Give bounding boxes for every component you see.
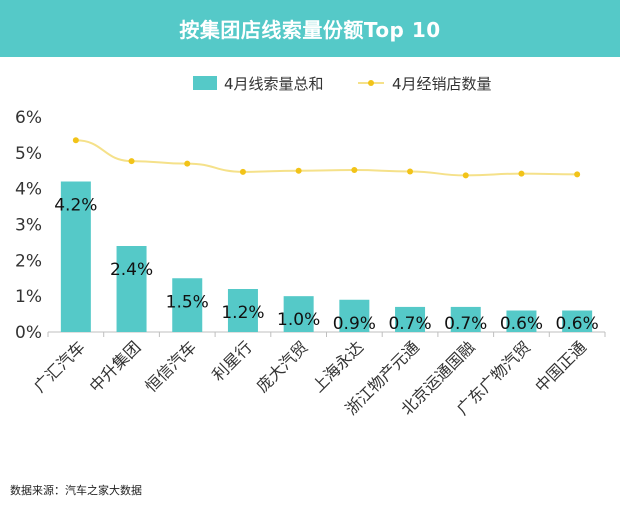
line-marker bbox=[462, 172, 469, 179]
bar-data-label: 0.6% bbox=[500, 314, 543, 334]
legend-line-label: 4月经销店数量 bbox=[392, 75, 492, 93]
x-category-label: 中国正通 bbox=[531, 337, 590, 396]
bar bbox=[339, 299, 370, 332]
x-category-label: 恒信汽车 bbox=[141, 337, 200, 396]
line-marker bbox=[128, 158, 135, 165]
data-source: 数据来源：汽车之家大数据 bbox=[10, 484, 142, 497]
y-tick-label: 0% bbox=[15, 323, 42, 343]
bar bbox=[395, 306, 426, 332]
line-marker bbox=[72, 137, 79, 144]
bar bbox=[283, 296, 314, 332]
bar-data-label: 0.9% bbox=[333, 314, 376, 334]
bar-data-label: 1.5% bbox=[166, 292, 209, 312]
bar-data-label: 0.7% bbox=[388, 314, 431, 334]
bar-data-label: 1.0% bbox=[277, 310, 320, 330]
line-marker bbox=[407, 168, 414, 175]
bar-data-label: 0.7% bbox=[444, 314, 487, 334]
y-tick-label: 1% bbox=[15, 287, 42, 307]
bar bbox=[450, 306, 481, 332]
line-series bbox=[75, 139, 578, 177]
x-category-label: 中升集团 bbox=[86, 337, 145, 396]
bar bbox=[172, 278, 203, 332]
y-tick-label: 5% bbox=[15, 144, 42, 164]
line-marker bbox=[351, 167, 358, 174]
x-category-label: 广汇汽车 bbox=[30, 337, 89, 396]
bar-data-label: 2.4% bbox=[110, 260, 153, 280]
bar bbox=[506, 310, 537, 332]
line-marker bbox=[239, 168, 246, 175]
chart-area: 4月线索量总和 4月经销店数量 0% 1% 2% 3% 4% 5% 6% 4.2% 2.4% 1.5%… bbox=[15, 75, 606, 419]
y-tick-label: 6% bbox=[15, 108, 42, 128]
y-tick-label: 4% bbox=[15, 180, 42, 200]
legend-bar-label: 4月线索量总和 bbox=[224, 75, 324, 93]
line-marker bbox=[574, 171, 581, 178]
bar bbox=[562, 310, 593, 332]
bar bbox=[227, 289, 258, 332]
bar bbox=[60, 181, 91, 332]
legend-line-marker bbox=[368, 80, 374, 86]
title-bar: 按集团店线索量份额Top 10 bbox=[0, 0, 620, 57]
x-category-label: 利星行 bbox=[208, 337, 255, 384]
bar-data-label: 1.2% bbox=[221, 303, 264, 323]
line-marker bbox=[184, 160, 191, 167]
line-marker bbox=[295, 167, 302, 174]
y-tick-label: 2% bbox=[15, 251, 42, 271]
y-tick-label: 3% bbox=[15, 216, 42, 236]
line-marker bbox=[518, 170, 525, 177]
chart-title: 按集团店线索量份额Top 10 bbox=[179, 18, 441, 42]
bar-data-label: 4.2% bbox=[54, 196, 97, 216]
legend-bar-swatch bbox=[193, 76, 217, 90]
bar-data-label: 0.6% bbox=[556, 314, 599, 334]
bar bbox=[116, 246, 147, 332]
x-category-label: 庞大汽贸 bbox=[253, 337, 312, 396]
